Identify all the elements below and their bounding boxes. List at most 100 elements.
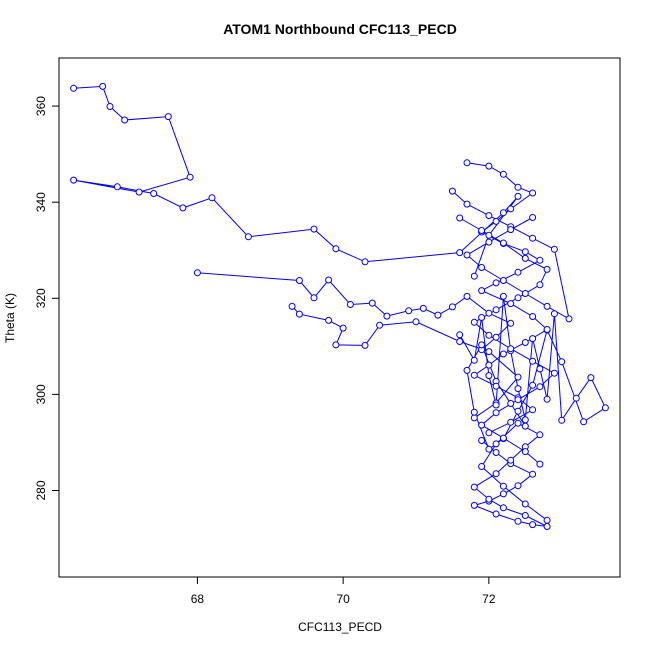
data-point [456,249,464,257]
data-point [499,504,507,512]
data-point [295,277,303,284]
data-point [521,500,529,508]
data-point [529,234,537,242]
data-point [456,214,464,222]
data-point [521,422,529,430]
data-point [193,269,201,277]
data-point [492,306,500,314]
data-point [492,510,500,518]
data-point [463,292,471,300]
data-point [529,189,537,197]
data-point [470,414,478,422]
x-tick-label: 68 [191,592,205,606]
data-point [529,470,537,478]
data-point [521,448,529,456]
data-point [514,396,522,404]
x-axis: 68 70 72 [191,576,496,606]
plot-points [70,82,609,530]
data-point [463,366,471,374]
data-point [361,341,369,349]
y-axis: 280 300 320 340 360 [34,96,60,501]
data-point [485,309,493,317]
data-point [492,449,500,456]
data-point [339,324,347,332]
data-point [529,357,537,365]
data-point [368,299,376,307]
data-point [456,338,464,345]
data-point [478,421,486,429]
data-point [485,348,493,356]
data-point [186,173,194,181]
data-point [492,401,500,409]
series-line-cluster-a [459,296,607,450]
data-point [492,440,500,448]
data-point [536,460,544,468]
plot-lines [73,85,607,527]
data-point [550,245,558,253]
series-line-path-upper [73,85,519,277]
data-point [179,204,187,212]
data-point [492,382,500,390]
data-point [70,84,78,92]
data-point [470,318,478,326]
data-point [485,361,493,369]
data-point [295,310,303,318]
data-point [521,248,529,256]
data-point [463,159,471,167]
data-point [492,333,500,341]
data-point [485,231,493,239]
data-point [485,212,493,220]
data-point [499,434,507,442]
data-point [601,404,609,412]
x-tick-label: 70 [336,592,350,606]
data-point [478,287,486,295]
data-point [543,516,551,524]
data-point [514,268,522,276]
series-line-path-lower-left [291,306,519,419]
data-point [244,233,252,241]
y-axis-label: Theta (K) [3,293,17,343]
data-point [361,258,369,266]
data-point [521,416,529,424]
data-point [412,318,420,326]
data-point [470,408,478,416]
data-point [521,290,529,297]
data-point [463,251,471,259]
y-tick-label: 320 [34,288,48,308]
data-point [121,116,129,124]
data-point [507,400,515,407]
data-point [499,239,507,247]
data-point [499,350,507,358]
data-point [514,419,522,427]
data-point [536,256,544,264]
data-point [499,490,507,498]
data-point [558,416,566,424]
data-point [507,456,515,464]
series-line-cluster-b [466,162,548,434]
data-point [572,394,580,402]
data-point [521,339,529,346]
data-point [346,301,354,308]
data-point [434,311,442,319]
data-point [448,303,456,311]
data-point [288,302,296,310]
data-point [529,381,537,389]
data-point [135,188,143,196]
data-point [478,463,486,470]
data-point [507,226,515,234]
data-point [514,192,522,200]
data-point [507,205,515,213]
data-point [485,372,493,380]
data-point [113,183,121,191]
data-point [543,326,551,333]
data-point [485,429,493,437]
data-point [529,335,537,343]
data-point [543,395,551,403]
y-tick-label: 360 [34,96,48,116]
data-point [310,294,318,302]
data-point [478,341,486,349]
data-point [507,345,515,353]
data-point [470,501,478,509]
chart-title: ATOM1 Northbound CFC113_PECD [223,21,457,37]
data-point [485,331,493,339]
